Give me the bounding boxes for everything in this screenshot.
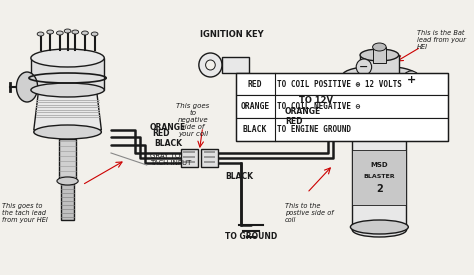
Text: This goes
to
negative
side of
your coil: This goes to negative side of your coil [176,103,210,137]
Ellipse shape [34,125,101,139]
Text: IGNITION KEY: IGNITION KEY [200,30,264,39]
Bar [183,156,195,158]
Text: RED: RED [285,117,302,126]
Bar [360,55,399,75]
Text: TO COIL POSITIVE ⊕ 12 VOLTS: TO COIL POSITIVE ⊕ 12 VOLTS [277,80,402,89]
Bar [183,161,195,163]
Bar [61,183,74,220]
Ellipse shape [17,72,37,102]
Text: This is the Bat
lead from your
HEI: This is the Bat lead from your HEI [417,30,466,50]
Ellipse shape [360,49,399,61]
Text: BLACK: BLACK [226,172,254,181]
Text: TO ENGINE GROUND: TO ENGINE GROUND [277,125,351,134]
Text: +: + [407,75,416,85]
Text: ORANGE: ORANGE [150,122,186,131]
Text: TO 12V: TO 12V [299,96,333,105]
Circle shape [206,60,215,70]
Ellipse shape [82,31,88,35]
Ellipse shape [64,29,71,33]
Ellipse shape [47,30,54,34]
Text: This goes to
the tach lead
from your HEI: This goes to the tach lead from your HEI [2,203,48,223]
Text: RED: RED [248,80,263,89]
Ellipse shape [31,49,104,67]
Text: ORANGE: ORANGE [240,102,270,111]
Ellipse shape [373,43,386,51]
Text: MSD: MSD [371,162,388,168]
Bar [204,161,215,163]
Circle shape [199,53,222,77]
Bar [352,150,406,205]
Bar [236,95,448,118]
Polygon shape [34,90,101,130]
Bar [201,149,218,167]
Bar [373,47,386,63]
Bar [352,75,406,230]
Text: RED: RED [153,130,170,139]
Bar [181,149,198,167]
Ellipse shape [91,32,98,36]
Text: TO COIL NEGATIVE ⊖: TO COIL NEGATIVE ⊖ [277,102,361,111]
Text: This to the
postive side of
coil: This to the postive side of coil [285,203,333,223]
Bar [236,118,448,141]
Circle shape [402,71,420,89]
Text: −: − [359,62,369,72]
Bar [31,58,104,90]
Text: BLACK: BLACK [155,139,182,147]
Ellipse shape [37,32,44,36]
Circle shape [356,59,372,75]
Bar [222,57,249,73]
Bar [204,156,215,158]
Ellipse shape [72,30,79,34]
Ellipse shape [350,220,408,234]
Text: BLASTER: BLASTER [364,175,395,180]
Bar [204,151,215,153]
Text: BLACK: BLACK [243,125,267,134]
Ellipse shape [352,223,406,237]
Ellipse shape [57,177,78,185]
Text: GRAY TO
TACH INPUT: GRAY TO TACH INPUT [150,153,191,166]
Text: ORANGE: ORANGE [285,108,321,117]
Bar [236,73,448,141]
Bar [236,73,448,95]
Text: 2: 2 [376,184,383,194]
Bar [59,139,76,180]
Ellipse shape [31,83,104,97]
Ellipse shape [56,31,63,35]
Text: TO GROUND: TO GROUND [225,232,277,241]
Ellipse shape [343,66,416,84]
Bar [183,151,195,153]
